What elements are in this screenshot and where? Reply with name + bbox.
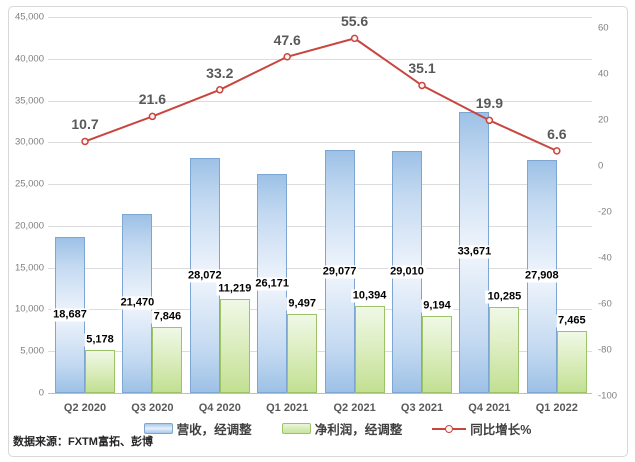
legend-item-profit: 净利润，经调整 — [281, 419, 403, 438]
revenue-swatch-icon — [143, 423, 173, 434]
left-axis-tick: 45,000 — [14, 11, 44, 23]
left-axis-tick: 40,000 — [14, 53, 44, 65]
growth-data-label: 33.2 — [206, 64, 234, 81]
left-axis-tick: 35,000 — [14, 95, 44, 107]
growth-line-swatch-icon — [432, 423, 467, 434]
right-axis-tick: 20 — [598, 114, 609, 126]
right-axis-tick: -20 — [598, 206, 612, 218]
growth-marker-icon — [418, 81, 426, 90]
legend-item-growth: 同比增长% — [432, 419, 531, 438]
right-axis-tick: 60 — [598, 22, 609, 34]
right-axis-tick: -40 — [598, 252, 612, 264]
right-axis-tick: -100 — [598, 390, 618, 401]
net-profit-data-label: 7,846 — [151, 310, 184, 324]
revenue-data-label: 28,072 — [185, 269, 224, 283]
x-axis-category-label: Q3 2020 — [131, 402, 174, 414]
gridline — [48, 225, 592, 227]
left-axis-tick: 25,000 — [14, 178, 44, 190]
right-axis-tick: 40 — [598, 68, 609, 80]
net-profit-data-label: 9,497 — [286, 297, 318, 311]
legend-label-growth: 同比增长% — [470, 423, 532, 437]
x-axis-category-label: Q1 2021 — [266, 402, 309, 414]
growth-data-label: 10.7 — [71, 116, 99, 133]
growth-marker-icon — [216, 86, 224, 94]
growth-data-label: 6.6 — [547, 125, 567, 142]
x-axis-category-label: Q2 2021 — [333, 402, 376, 414]
left-axis-tick: 15,000 — [14, 262, 44, 274]
net-profit-bar — [489, 307, 520, 393]
growth-data-label: 19.9 — [475, 95, 504, 112]
revenue-data-label: 18,687 — [51, 308, 89, 322]
profit-swatch-icon — [281, 423, 311, 434]
x-axis-category-label: Q2 2020 — [63, 402, 107, 414]
x-axis-category-label: Q4 2020 — [198, 402, 241, 414]
growth-marker-icon — [553, 147, 561, 155]
net-profit-data-label: 9,194 — [421, 299, 453, 313]
legend-item-revenue: 营收，经调整 — [143, 419, 252, 438]
growth-marker-icon — [283, 53, 291, 61]
right-axis-tick: 0 — [598, 160, 604, 172]
gridline — [48, 58, 592, 60]
gridline — [48, 100, 592, 102]
left-axis-tick: 30,000 — [14, 136, 44, 148]
source-note: 数据来源：FXTM富拓、彭博 — [13, 436, 153, 448]
right-axis-tick: -60 — [598, 298, 612, 310]
gridline — [48, 351, 592, 353]
growth-marker-icon — [81, 137, 89, 146]
gridline — [48, 267, 592, 269]
growth-marker-icon — [350, 34, 359, 43]
net-profit-data-label: 10,394 — [350, 289, 389, 303]
revenue-data-label: 29,010 — [388, 265, 426, 279]
net-profit-bar — [287, 313, 318, 393]
net-profit-bar — [422, 316, 452, 393]
x-axis-line — [48, 393, 592, 394]
revenue-data-label: 26,171 — [253, 277, 292, 291]
growth-line — [84, 37, 558, 152]
left-axis-tick: 10,000 — [14, 303, 44, 315]
net-profit-bar — [152, 327, 183, 393]
net-profit-bar — [556, 330, 587, 393]
gridline — [48, 184, 592, 186]
right-axis-tick: -80 — [598, 344, 612, 356]
gridline — [48, 142, 592, 144]
growth-data-label: 21.6 — [138, 91, 167, 108]
legend-label-revenue: 营收，经调整 — [176, 423, 252, 437]
gridline — [48, 17, 592, 18]
net-profit-data-label: 7,465 — [556, 314, 588, 328]
growth-data-label: 35.1 — [408, 60, 436, 77]
net-profit-bar — [219, 299, 250, 393]
growth-marker-icon — [148, 112, 157, 121]
x-axis-category-label: Q1 2022 — [535, 402, 578, 414]
left-axis-tick: 5,000 — [20, 345, 44, 357]
left-axis-tick: 0 — [38, 387, 44, 399]
net-profit-data-label: 5,178 — [84, 333, 116, 347]
x-axis-category-label: Q4 2021 — [468, 402, 511, 414]
growth-data-label: 47.6 — [273, 31, 301, 48]
revenue-data-label: 33,671 — [455, 245, 494, 259]
net-profit-data-label: 11,219 — [216, 282, 254, 296]
revenue-data-label: 21,470 — [118, 296, 157, 310]
net-profit-bar — [85, 349, 115, 393]
net-profit-data-label: 10,285 — [485, 290, 524, 304]
growth-marker-icon — [485, 116, 494, 125]
revenue-data-label: 27,908 — [522, 269, 561, 283]
x-axis-category-label: Q3 2021 — [400, 402, 444, 414]
legend: 营收，经调整 净利润，经调整 同比增长% — [20, 419, 635, 438]
growth-data-label: 55.6 — [340, 13, 369, 30]
net-profit-bar — [354, 306, 385, 393]
legend-label-profit: 净利润，经调整 — [314, 423, 403, 437]
gridline — [48, 309, 592, 311]
revenue-data-label: 29,077 — [320, 265, 359, 279]
left-axis-tick: 20,000 — [14, 220, 44, 232]
